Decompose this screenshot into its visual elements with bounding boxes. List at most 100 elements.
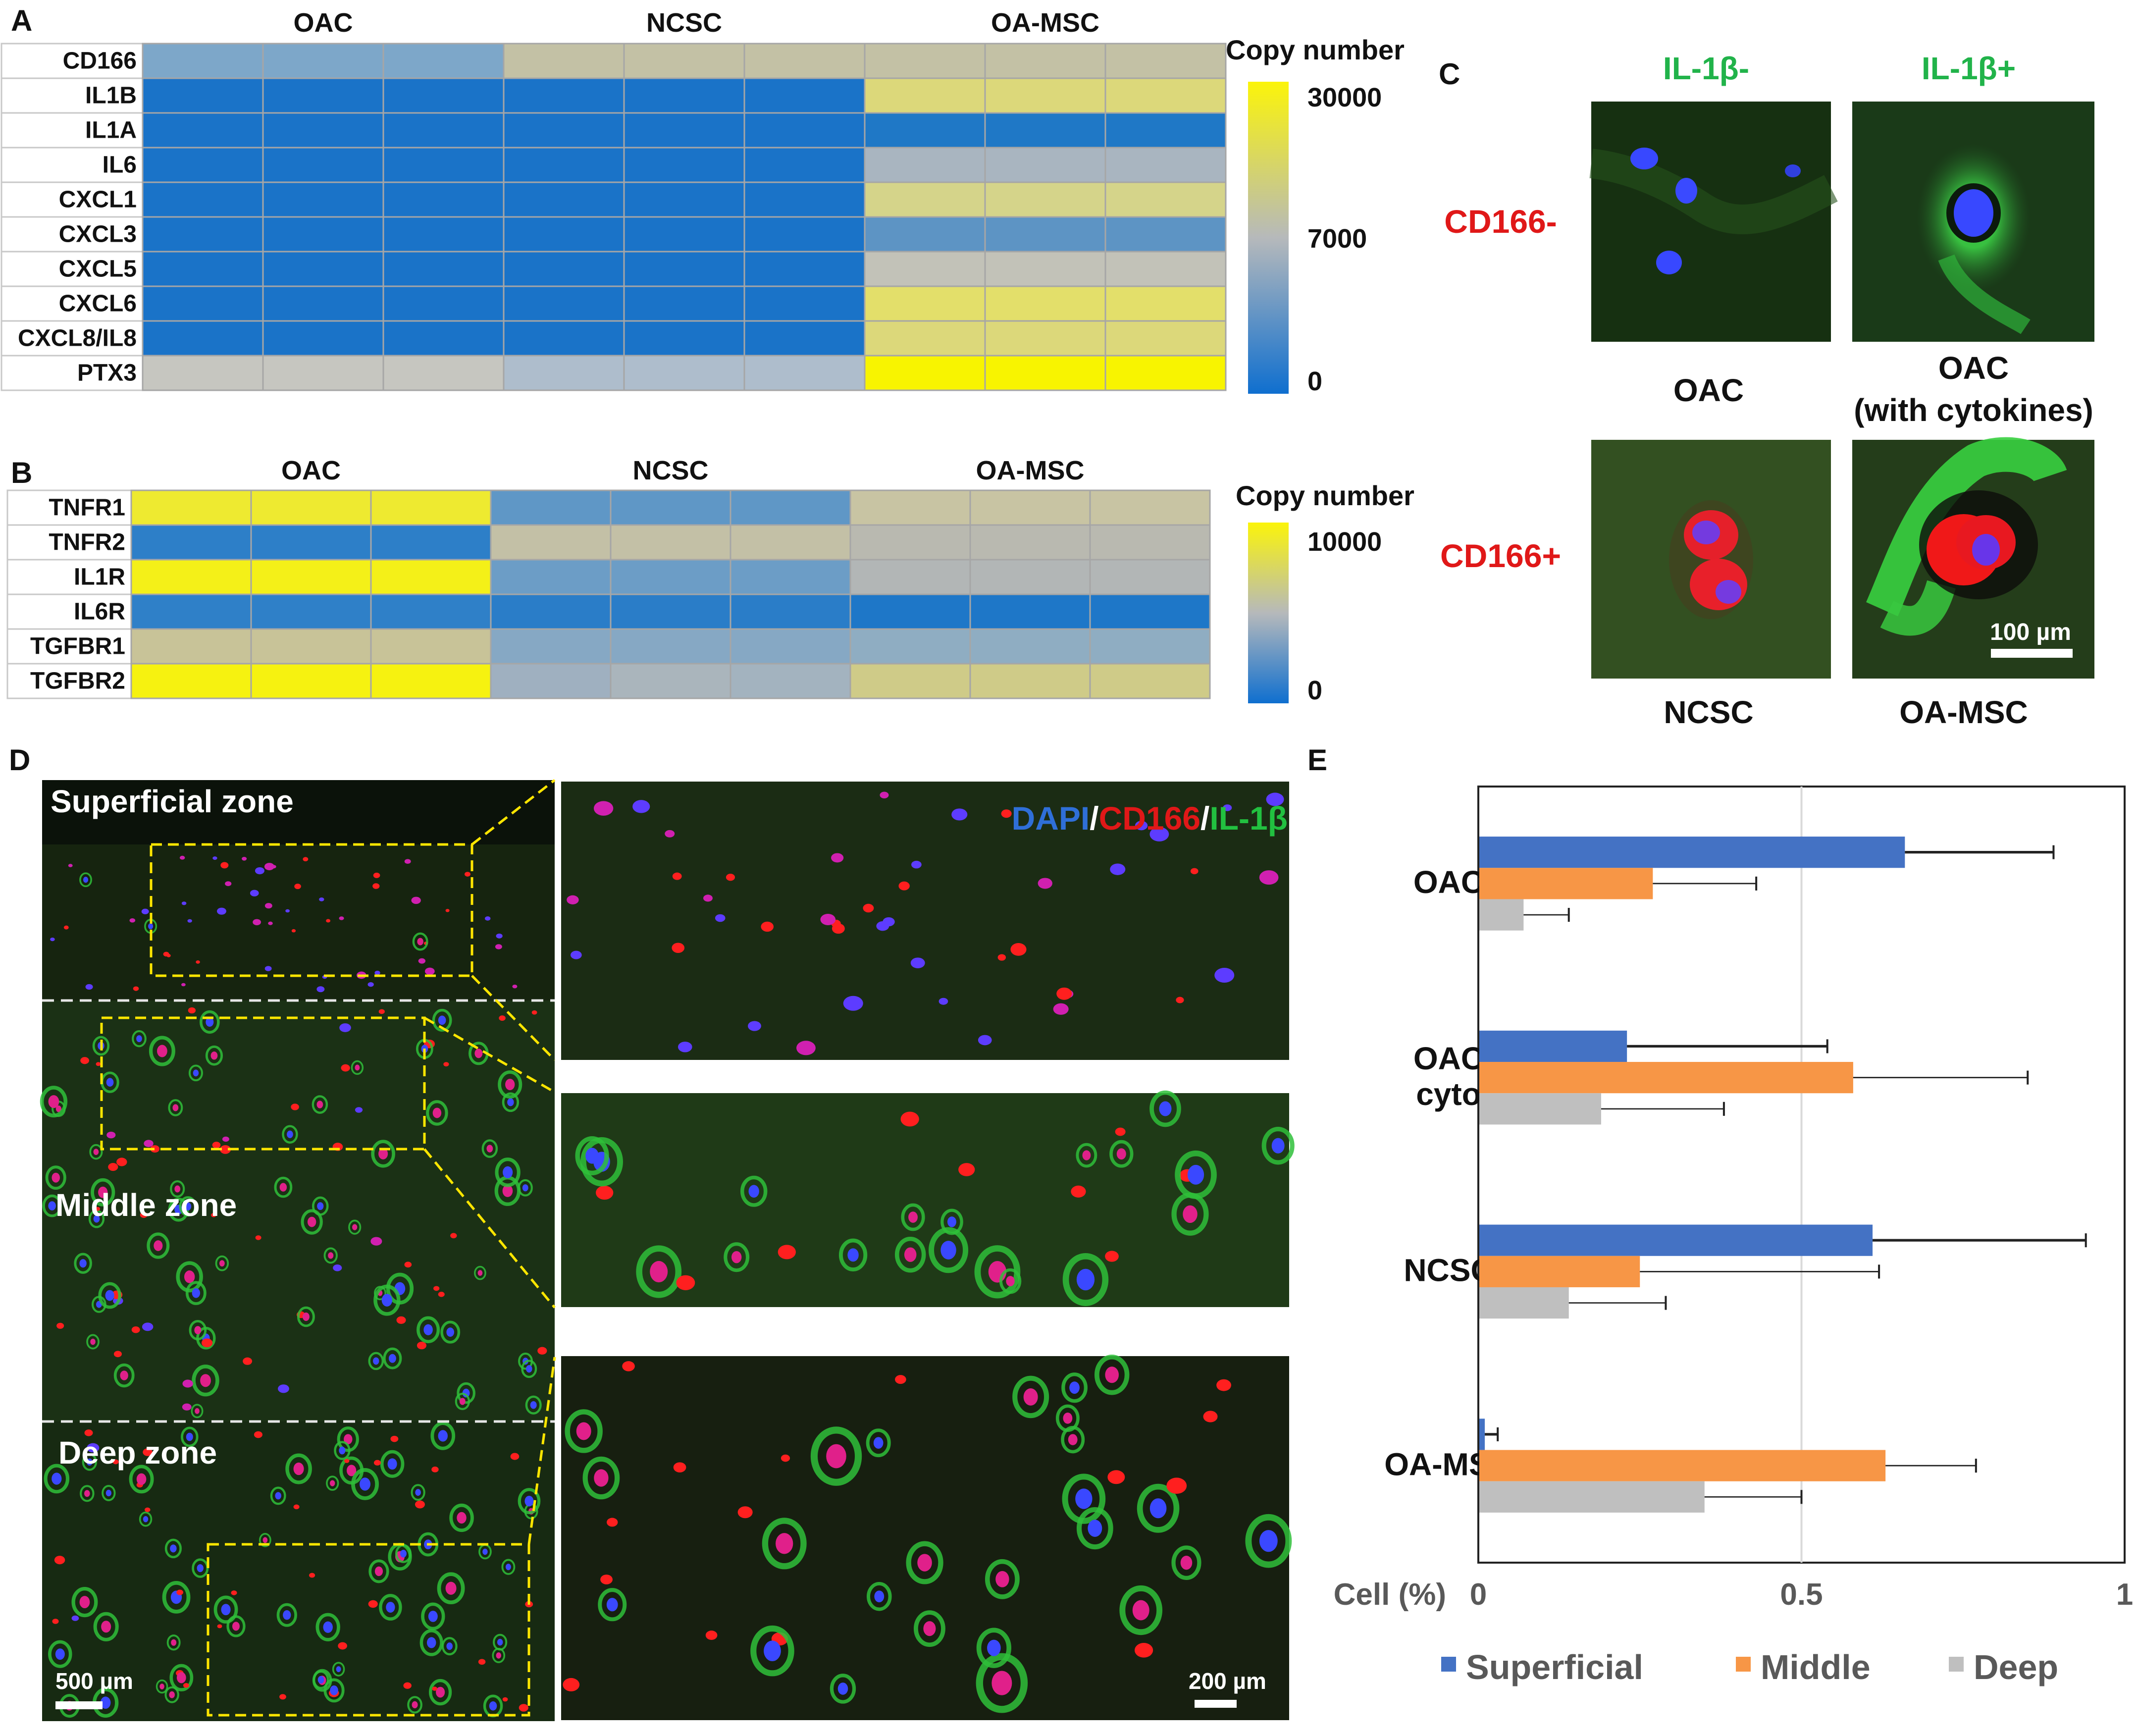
nucleus-dot xyxy=(388,1354,396,1363)
il1b-halo-dot xyxy=(501,1559,516,1575)
panel-b-heatmap-cell xyxy=(969,663,1091,699)
panel-b-colorbar xyxy=(1248,523,1289,703)
il1b-halo-dot xyxy=(373,1284,401,1316)
nucleus-dot xyxy=(1069,1381,1080,1394)
cd166-dot xyxy=(1001,809,1012,818)
nucleus-dot xyxy=(820,913,836,925)
nucleus-dot xyxy=(415,1489,421,1496)
nucleus-dot xyxy=(585,1148,599,1164)
nucleus-dot xyxy=(831,853,844,863)
panel-a-gene-label: CXCL8/IL8 xyxy=(18,325,137,351)
cd166-dot xyxy=(705,1631,718,1640)
nucleus-dot xyxy=(339,1446,346,1455)
nucleus-dot xyxy=(355,1107,363,1113)
nucleus-dot xyxy=(939,998,948,1005)
panel-a-heatmap-cell xyxy=(142,355,264,391)
nucleus-dot xyxy=(632,800,650,813)
stain-legend: DAPI/CD166/IL-1β xyxy=(1012,800,1288,837)
panel-b-heatmap-cell xyxy=(250,489,372,526)
nucleus-dot xyxy=(940,1241,956,1260)
cd166-dot xyxy=(997,954,1006,961)
nucleus-dot xyxy=(445,1581,457,1595)
nucleus-dot xyxy=(904,1247,917,1262)
nucleus-dot xyxy=(68,864,73,867)
panel-b-heatmap-cell xyxy=(130,593,252,630)
zone-label-superficial: Superficial zone xyxy=(51,784,294,819)
panel-a-heatmap-cell xyxy=(1104,320,1227,357)
il1b-halo-dot xyxy=(1261,1126,1295,1165)
nucleus-dot xyxy=(52,1172,60,1183)
panel-d-scale-bar-left-label: 500 µm xyxy=(55,1668,133,1694)
cd166-dot xyxy=(465,872,470,877)
nucleus-dot xyxy=(232,1622,240,1631)
panel-b-letter: B xyxy=(11,456,32,489)
cd166-dot xyxy=(737,1506,753,1519)
il1b-halo-dot xyxy=(1061,1372,1088,1403)
il1b-halo-dot xyxy=(724,1242,750,1272)
cd166-dot xyxy=(622,1361,635,1371)
cd166-dot xyxy=(145,1507,151,1512)
cd166-dot xyxy=(254,1431,262,1438)
panel-a-group-header: OAC xyxy=(294,8,353,38)
cd166-dot xyxy=(726,873,735,881)
panel-a-heatmap-cell xyxy=(743,355,866,391)
cd166-dot xyxy=(450,1233,457,1239)
micrograph-cd166pos-il1bneg xyxy=(1591,440,1831,679)
nucleus-dot xyxy=(187,919,192,923)
panel-a-heatmap-cell xyxy=(262,181,384,218)
nucleus-dot xyxy=(703,894,713,902)
nucleus-dot xyxy=(192,1288,201,1298)
il1b-halo-dot xyxy=(999,1268,1022,1294)
panel-b-heatmap-cell xyxy=(730,489,851,526)
bar-deep xyxy=(1479,899,1524,931)
cd166-dot xyxy=(95,1207,101,1211)
nucleus-dot xyxy=(86,1458,93,1466)
cd166-dot xyxy=(338,1642,347,1650)
cd166-dot xyxy=(1176,997,1184,1003)
nucleus-dot xyxy=(142,1322,154,1331)
nucleus-dot xyxy=(307,1216,316,1227)
il1b-halo-dot xyxy=(1119,1585,1163,1635)
panel-c-col-label-neg: IL-1β- xyxy=(1663,51,1749,86)
nucleus-dot xyxy=(1214,968,1235,983)
panel-b-heatmap-cell xyxy=(849,559,971,595)
panel-a-heatmap-cell xyxy=(382,77,505,114)
panel-a-heatmap-cell xyxy=(864,112,986,149)
nucleus-dot xyxy=(1082,1150,1091,1160)
nucleus-dot xyxy=(55,1105,61,1112)
cd166-dot xyxy=(341,1064,350,1072)
il1b-halo-dot xyxy=(429,1679,452,1706)
panel-b-heatmap-cell xyxy=(490,489,612,526)
nucleus-dot xyxy=(194,1326,202,1334)
nucleus-dot xyxy=(1223,804,1232,811)
panel-a-heatmap-cell xyxy=(262,147,384,183)
panel-b-heatmap-cell xyxy=(490,663,612,699)
il1b-halo-dot xyxy=(810,1426,862,1486)
nucleus-dot xyxy=(106,1131,116,1139)
il1b-halo-dot xyxy=(147,1232,170,1259)
nucleus-dot xyxy=(157,1045,167,1057)
panel-b-heatmap-cell xyxy=(370,628,492,665)
il1b-halo-dot xyxy=(192,1365,219,1397)
panel-a-heatmap-cell xyxy=(984,251,1106,287)
il1b-halo-dot xyxy=(191,1404,204,1419)
il1b-halo-dot xyxy=(371,1140,395,1168)
cd166-dot xyxy=(1056,987,1072,1000)
panel-a-heatmap-cell xyxy=(142,77,264,114)
nucleus-dot xyxy=(1132,1600,1149,1621)
nucleus-dot xyxy=(1159,1101,1172,1116)
panel-a-heatmap-cell xyxy=(1104,355,1227,391)
nucleus-dot xyxy=(262,1537,268,1543)
il1b-halo-dot xyxy=(285,1453,312,1484)
zoom-line-1b xyxy=(471,975,556,1061)
inset-image-superficial xyxy=(561,782,1289,1060)
nucleus-dot xyxy=(193,1069,199,1077)
panel-b-heatmap-cell xyxy=(490,628,612,665)
panel-a-gene-label: CXCL5 xyxy=(59,256,137,282)
panel-b-gene-label: TNFR1 xyxy=(49,494,125,521)
panel-a-row-label-cell xyxy=(0,77,144,114)
nucleus-dot xyxy=(352,1224,358,1230)
nucleus-dot xyxy=(100,1696,111,1709)
cd166-dot xyxy=(378,1009,385,1014)
